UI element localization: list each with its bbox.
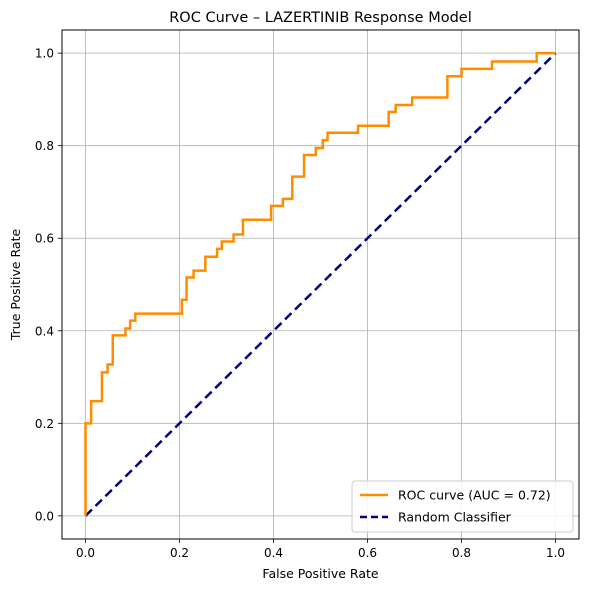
x-axis-title: False Positive Rate xyxy=(262,566,378,581)
legend-label-random: Random Classifier xyxy=(398,510,512,525)
x-tick-label: 0.8 xyxy=(452,546,471,560)
x-tick-label: 1.0 xyxy=(546,546,565,560)
series-layer xyxy=(84,51,557,517)
y-tick-label: 0.4 xyxy=(35,324,54,338)
y-tick-label: 0.6 xyxy=(35,232,54,246)
y-tick-label: 1.0 xyxy=(35,47,54,61)
legend-box xyxy=(351,480,574,533)
legend: ROC curve (AUC = 0.72) Random Classifier xyxy=(351,480,574,533)
ticks: 0.0 0.2 0.4 0.6 0.8 1.0 0.0 0.2 0.4 0.6 0.8 1.0 xyxy=(35,47,565,560)
legend-label-roc: ROC curve (AUC = 0.72) xyxy=(398,488,551,503)
chart-title: ROC Curve – LAZERTINIB Response Model xyxy=(169,10,472,26)
y-tick-label: 0.8 xyxy=(35,139,54,153)
x-tick-label: 0.6 xyxy=(358,546,377,560)
random-classifier-line xyxy=(84,52,557,517)
x-tick-label: 0.0 xyxy=(76,546,95,560)
roc-curve-line xyxy=(84,51,556,516)
grid xyxy=(62,30,579,539)
y-tick-label: 0.0 xyxy=(35,509,54,523)
x-tick-label: 0.2 xyxy=(170,546,189,560)
y-tick-label: 0.2 xyxy=(35,417,54,431)
plot-frame xyxy=(61,29,580,540)
x-tick-label: 0.4 xyxy=(264,546,283,560)
y-axis-title: True Positive Rate xyxy=(8,229,23,342)
